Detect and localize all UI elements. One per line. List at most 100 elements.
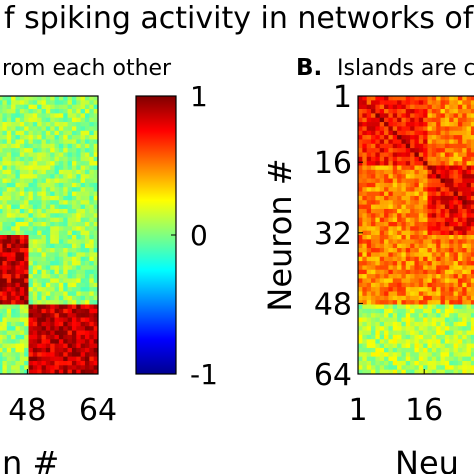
heatmap-cell <box>67 243 73 249</box>
heatmap-cell <box>371 143 376 149</box>
heatmap-cell <box>45 230 51 236</box>
heatmap-cell <box>93 356 99 362</box>
heatmap-cell <box>444 113 450 119</box>
heatmap-cell <box>0 191 3 197</box>
heatmap-cell <box>58 156 64 162</box>
heatmap-cell <box>11 165 16 171</box>
heatmap-cell <box>32 278 38 284</box>
heatmap-cell <box>50 265 55 271</box>
heatmap-cell <box>76 334 81 340</box>
heatmap-cell <box>37 304 42 310</box>
heatmap-cell <box>93 104 99 110</box>
heatmap-cell <box>50 96 55 101</box>
heatmap-cell <box>371 139 376 145</box>
heatmap-cell <box>405 96 411 101</box>
heatmap-cell <box>19 365 25 370</box>
heatmap-cell <box>67 230 73 236</box>
heatmap-cell <box>80 278 86 284</box>
heatmap-cell <box>63 352 68 357</box>
heatmap-cell <box>379 96 385 101</box>
heatmap-cell <box>2 339 8 344</box>
heatmap-cell <box>19 126 25 132</box>
heatmap-cell <box>63 369 68 375</box>
heatmap-cell <box>2 117 8 123</box>
heatmap-cell <box>89 208 94 214</box>
heatmap-cell <box>76 217 81 223</box>
heatmap-cell <box>41 243 47 249</box>
heatmap-cell <box>397 117 402 123</box>
heatmap-cell <box>71 152 77 158</box>
heatmap-cell <box>58 230 64 236</box>
heatmap-cell <box>71 169 77 175</box>
heatmap-cell <box>41 369 47 375</box>
heatmap-cell <box>93 265 99 271</box>
heatmap-cell <box>71 148 77 153</box>
heatmap-cell <box>405 117 411 123</box>
heatmap-cell <box>15 169 21 175</box>
heatmap-cell <box>89 104 94 110</box>
heatmap-cell <box>63 96 68 101</box>
heatmap-cell <box>388 117 394 123</box>
colorbar-tick-label: 1 <box>190 80 208 113</box>
heatmap-cell <box>423 122 428 127</box>
heatmap-cell <box>84 360 90 366</box>
heatmap-cell <box>45 169 51 175</box>
heatmap-cell <box>63 282 68 288</box>
heatmap-cell <box>54 334 60 340</box>
heatmap-cell <box>80 248 86 253</box>
heatmap-cell <box>462 96 467 101</box>
heatmap-cell <box>2 330 8 336</box>
heatmap-cell <box>15 117 21 123</box>
heatmap-cell <box>54 295 60 301</box>
heatmap-cell <box>19 122 25 127</box>
heatmap-cell <box>24 230 29 236</box>
heatmap-cell <box>2 265 8 271</box>
heatmap-cell <box>2 274 8 279</box>
heatmap-cell <box>24 104 29 110</box>
heatmap-cell <box>80 261 86 266</box>
heatmap-cell <box>6 343 12 349</box>
heatmap-cell <box>462 126 467 132</box>
heatmap-cell <box>19 317 25 323</box>
heatmap-cell <box>423 104 428 110</box>
heatmap-cell <box>32 226 38 231</box>
heatmap-cell <box>19 243 25 249</box>
heatmap-cell <box>58 169 64 175</box>
heatmap-cell <box>54 278 60 284</box>
heatmap-cell <box>37 261 42 266</box>
heatmap-cell <box>80 321 86 327</box>
heatmap-cell <box>58 182 64 188</box>
heatmap-cell <box>71 365 77 370</box>
heatmap-cell <box>6 165 12 171</box>
heatmap-cell <box>89 282 94 288</box>
heatmap-cell <box>418 117 424 123</box>
heatmap-cell <box>2 165 8 171</box>
heatmap-cell <box>93 300 99 305</box>
heatmap-cell <box>50 339 55 344</box>
heatmap-cell <box>11 104 16 110</box>
heatmap-cell <box>15 352 21 357</box>
heatmap-cell <box>45 117 51 123</box>
heatmap-cell <box>423 113 428 119</box>
heatmap-cell <box>0 117 3 123</box>
heatmap-cell <box>440 152 446 158</box>
heatmap-cell <box>67 369 73 375</box>
heatmap-cell <box>89 156 94 162</box>
heatmap-cell <box>375 130 381 136</box>
heatmap-cell <box>427 117 433 123</box>
heatmap-cell <box>6 369 12 375</box>
heatmap-cell <box>76 274 81 279</box>
heatmap-cell <box>63 161 68 166</box>
heatmap-cell <box>71 274 77 279</box>
heatmap-cell <box>366 152 372 158</box>
heatmap-cell <box>58 195 64 201</box>
heatmap-cell <box>76 265 81 271</box>
heatmap-cell <box>6 339 12 344</box>
heatmap-cell <box>63 139 68 145</box>
heatmap-cell <box>37 96 42 101</box>
heatmap-cell <box>470 96 474 101</box>
heatmap-cell <box>375 143 381 149</box>
heatmap-cell <box>0 139 3 145</box>
heatmap-cell <box>89 243 94 249</box>
heatmap-cell <box>58 295 64 301</box>
